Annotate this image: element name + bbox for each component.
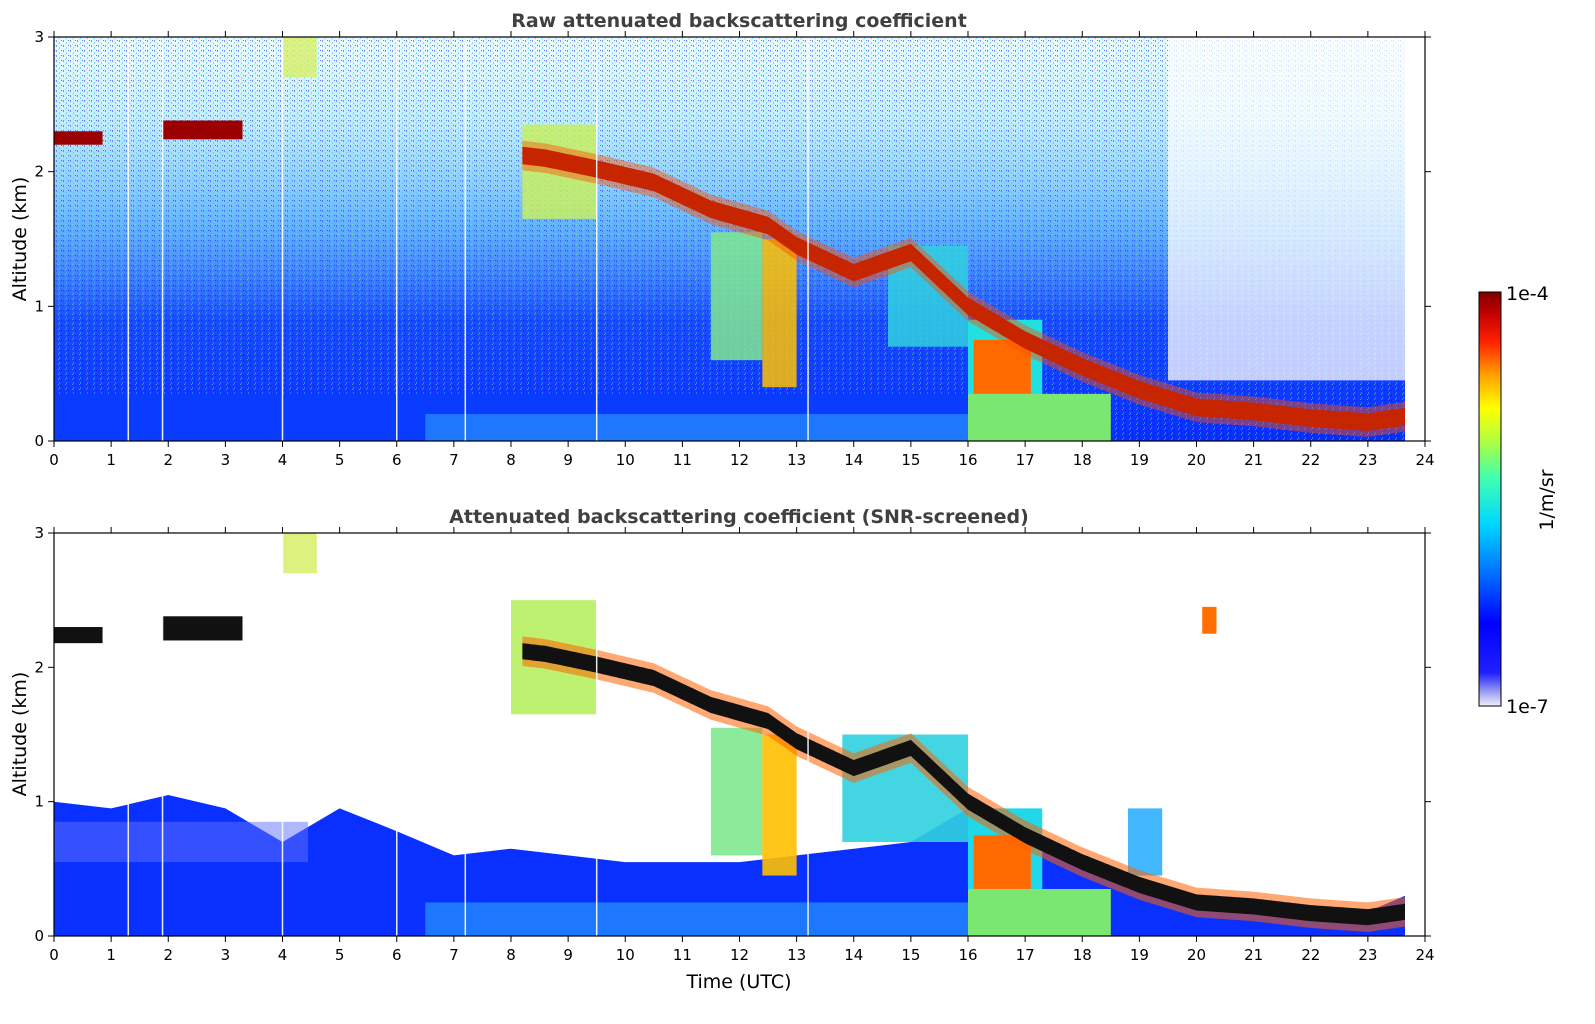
colorbar-min-label: 1e-7 <box>1506 696 1549 718</box>
screened-virga <box>762 734 797 876</box>
screened-virga <box>282 533 317 574</box>
screened-x-tick-label: 4 <box>278 946 288 964</box>
raw-x-tick-label: 9 <box>563 451 573 469</box>
raw-x-tick-label: 23 <box>1358 451 1377 469</box>
raw-x-tick-label: 17 <box>1016 451 1035 469</box>
raw-x-tick-label: 8 <box>506 451 516 469</box>
screened-x-tick-label: 11 <box>673 946 692 964</box>
raw-x-tick-label: 22 <box>1301 451 1320 469</box>
screened-cloud-patch <box>54 627 103 644</box>
screened-y-axis-label: Altitude (km) <box>9 672 31 797</box>
raw-y-axis-label: Altitude (km) <box>9 177 31 302</box>
screened-axes: 0 1 2 3 4 5 6 7 8 9 10 11 12 13 14 15 16 17 18 19 20 21 22 23 24… <box>34 524 1434 964</box>
raw-y-tick-label: 3 <box>34 28 44 46</box>
raw-virga <box>762 239 797 388</box>
screened-x-tick-label: 23 <box>1358 946 1377 964</box>
x-axis-label: Time (UTC) <box>685 971 791 993</box>
raw-x-tick-label: 14 <box>844 451 863 469</box>
raw-x-tick-label: 4 <box>278 451 288 469</box>
screened-backscatter-panel: Attenuated backscattering coefficient (S… <box>9 506 1435 993</box>
raw-x-tick-label: 5 <box>335 451 345 469</box>
screened-y-tick-label: 0 <box>34 927 44 945</box>
screened-x-tick-label: 13 <box>787 946 806 964</box>
screened-x-tick-label: 15 <box>901 946 920 964</box>
screened-x-tick-label: 22 <box>1301 946 1320 964</box>
screened-x-tick-label: 6 <box>392 946 402 964</box>
colorbar-unit-label: 1/m/sr <box>1536 469 1558 530</box>
screened-cloud-patch <box>162 616 243 641</box>
raw-x-tick-label: 18 <box>1073 451 1092 469</box>
screened-y-tick-label: 2 <box>34 658 44 676</box>
screened-x-tick-label: 18 <box>1073 946 1092 964</box>
screened-x-tick-label: 7 <box>449 946 459 964</box>
screened-afternoon-aerosol-low <box>968 888 1111 936</box>
raw-x-tick-label: 13 <box>787 451 806 469</box>
screened-cloud-fragment <box>1202 606 1217 634</box>
raw-virga <box>710 232 763 361</box>
screened-virga <box>1127 808 1163 876</box>
raw-x-tick-label: 16 <box>958 451 977 469</box>
colorbar: 1e-4 1e-7 1/m/sr <box>1478 283 1558 718</box>
raw-x-tick-label: 20 <box>1187 451 1206 469</box>
colorbar-max-label: 1e-4 <box>1506 283 1549 305</box>
screened-y-tick-label: 3 <box>34 524 44 542</box>
raw-backscatter-panel: Raw attenuated backscattering coefficien… <box>9 10 1435 469</box>
raw-cloud-patch <box>54 131 103 145</box>
raw-y-tick-label: 0 <box>34 432 44 450</box>
screened-cloud-layer <box>522 643 1405 926</box>
raw-x-tick-label: 12 <box>730 451 749 469</box>
screened-x-tick-label: 12 <box>730 946 749 964</box>
raw-clear-region <box>1167 37 1406 381</box>
screened-panel-title: Attenuated backscattering coefficient (S… <box>449 506 1029 528</box>
raw-x-tick-label: 11 <box>673 451 692 469</box>
screened-residual-layer <box>54 821 308 863</box>
raw-panel-title: Raw attenuated backscattering coefficien… <box>511 10 967 32</box>
raw-afternoon-aerosol-low <box>968 393 1111 441</box>
screened-x-tick-label: 5 <box>335 946 345 964</box>
screened-heatmap <box>54 533 1425 936</box>
screened-x-tick-label: 19 <box>1130 946 1149 964</box>
raw-x-tick-label: 7 <box>449 451 459 469</box>
screened-x-tick-label: 10 <box>616 946 635 964</box>
raw-y-tick-label: 2 <box>34 163 44 181</box>
raw-cloud-patch <box>162 120 243 140</box>
screened-x-tick-label: 1 <box>106 946 116 964</box>
raw-y-tick-label: 1 <box>34 297 44 315</box>
screened-x-tick-label: 24 <box>1415 946 1434 964</box>
raw-cloud-layer-halo <box>522 140 1405 437</box>
raw-x-tick-label: 3 <box>221 451 231 469</box>
screened-x-tick-label: 9 <box>563 946 573 964</box>
raw-x-tick-label: 1 <box>106 451 116 469</box>
screened-boundary-layer-bright <box>425 902 968 936</box>
screened-x-tick-label: 21 <box>1244 946 1263 964</box>
screened-x-tick-label: 16 <box>958 946 977 964</box>
screened-x-tick-label: 14 <box>844 946 863 964</box>
raw-x-tick-label: 24 <box>1415 451 1434 469</box>
screened-x-tick-label: 0 <box>49 946 59 964</box>
raw-afternoon-aerosol-core <box>973 340 1031 394</box>
screened-x-tick-label: 17 <box>1016 946 1035 964</box>
screened-y-tick-label: 1 <box>34 793 44 811</box>
raw-x-tick-label: 2 <box>163 451 173 469</box>
raw-cloud-layer <box>522 146 1405 431</box>
screened-x-tick-label: 8 <box>506 946 516 964</box>
screened-x-tick-label: 2 <box>163 946 173 964</box>
raw-x-tick-label: 10 <box>616 451 635 469</box>
raw-x-tick-label: 15 <box>901 451 920 469</box>
raw-x-tick-label: 21 <box>1244 451 1263 469</box>
screened-virga <box>710 727 763 856</box>
raw-virga <box>282 37 317 78</box>
raw-x-tick-label: 6 <box>392 451 402 469</box>
colorbar-gradient <box>1478 291 1502 707</box>
screened-x-tick-label: 20 <box>1187 946 1206 964</box>
raw-axes: 0 1 2 3 4 5 6 7 8 9 10 11 12 13 14 15 16 17 18 19 20 21 22 23 24… <box>34 28 1434 469</box>
screened-x-tick-label: 3 <box>221 946 231 964</box>
raw-x-tick-label: 0 <box>49 451 59 469</box>
raw-heatmap <box>54 37 1425 441</box>
raw-x-tick-label: 19 <box>1130 451 1149 469</box>
raw-boundary-layer-bright <box>425 414 968 441</box>
